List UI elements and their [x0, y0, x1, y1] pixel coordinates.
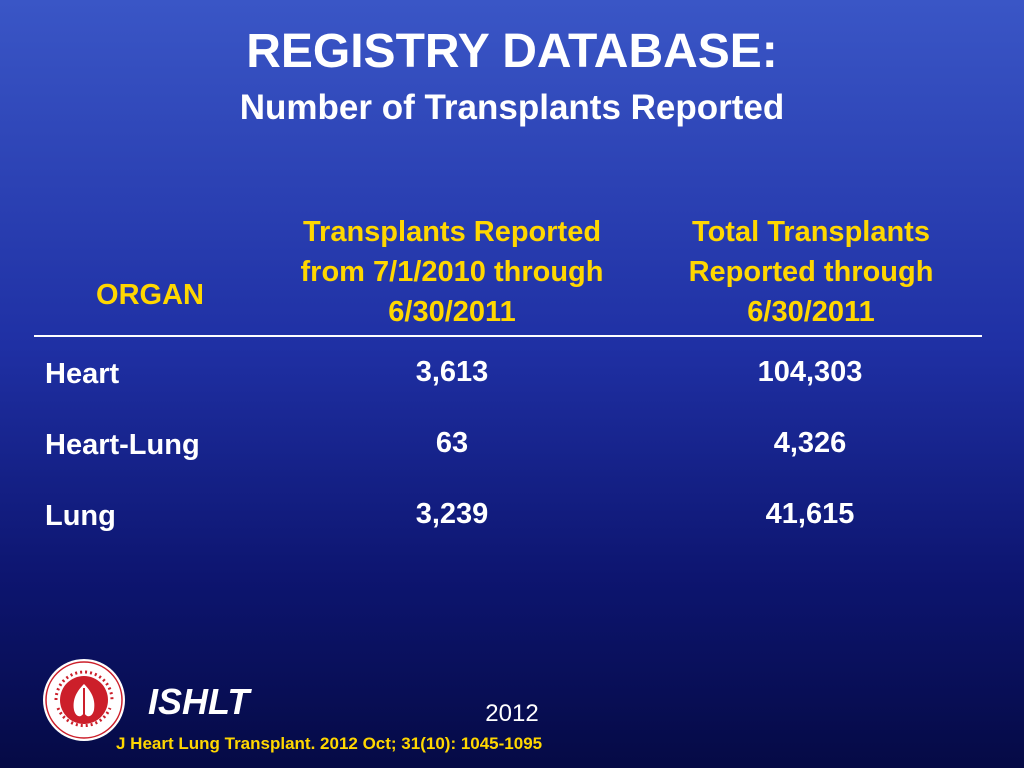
report-year: 2012 [485, 700, 539, 727]
column-header-period-line: Transplants Reported [302, 216, 602, 248]
row-label-lung: Lung [45, 500, 116, 532]
column-header-total-line: Reported through [688, 256, 934, 288]
slide-subtitle: Number of Transplants Reported [239, 88, 785, 127]
column-header-total-line: 6/30/2011 [747, 296, 875, 328]
column-header-period-line: 6/30/2011 [388, 296, 516, 328]
organization-acronym: ISHLT [148, 681, 250, 722]
cell-heart-lung-period: 63 [435, 427, 469, 459]
row-label-heart-lung: Heart-Lung [45, 429, 200, 461]
column-header-total: Total Transplants Reported through 6/30/… [648, 212, 974, 332]
column-header-period-line: from 7/1/2010 through [300, 256, 604, 288]
cell-lung-total: 41,615 [765, 498, 855, 530]
column-header-period: Transplants Reported from 7/1/2010 throu… [262, 212, 642, 332]
journal-citation: J Heart Lung Transplant. 2012 Oct; 31(10… [116, 734, 543, 753]
column-header-total-line: Total Transplants [692, 216, 930, 248]
row-label-heart: Heart [45, 358, 120, 390]
slide-title: REGISTRY DATABASE: [246, 25, 778, 78]
header-divider [34, 335, 982, 337]
cell-heart-total: 104,303 [757, 356, 863, 388]
cell-lung-period: 3,239 [415, 498, 489, 530]
column-header-organ: ORGAN [96, 279, 204, 311]
ishlt-logo-icon [43, 659, 125, 741]
cell-heart-lung-total: 4,326 [773, 427, 847, 459]
cell-heart-period: 3,613 [415, 356, 489, 388]
